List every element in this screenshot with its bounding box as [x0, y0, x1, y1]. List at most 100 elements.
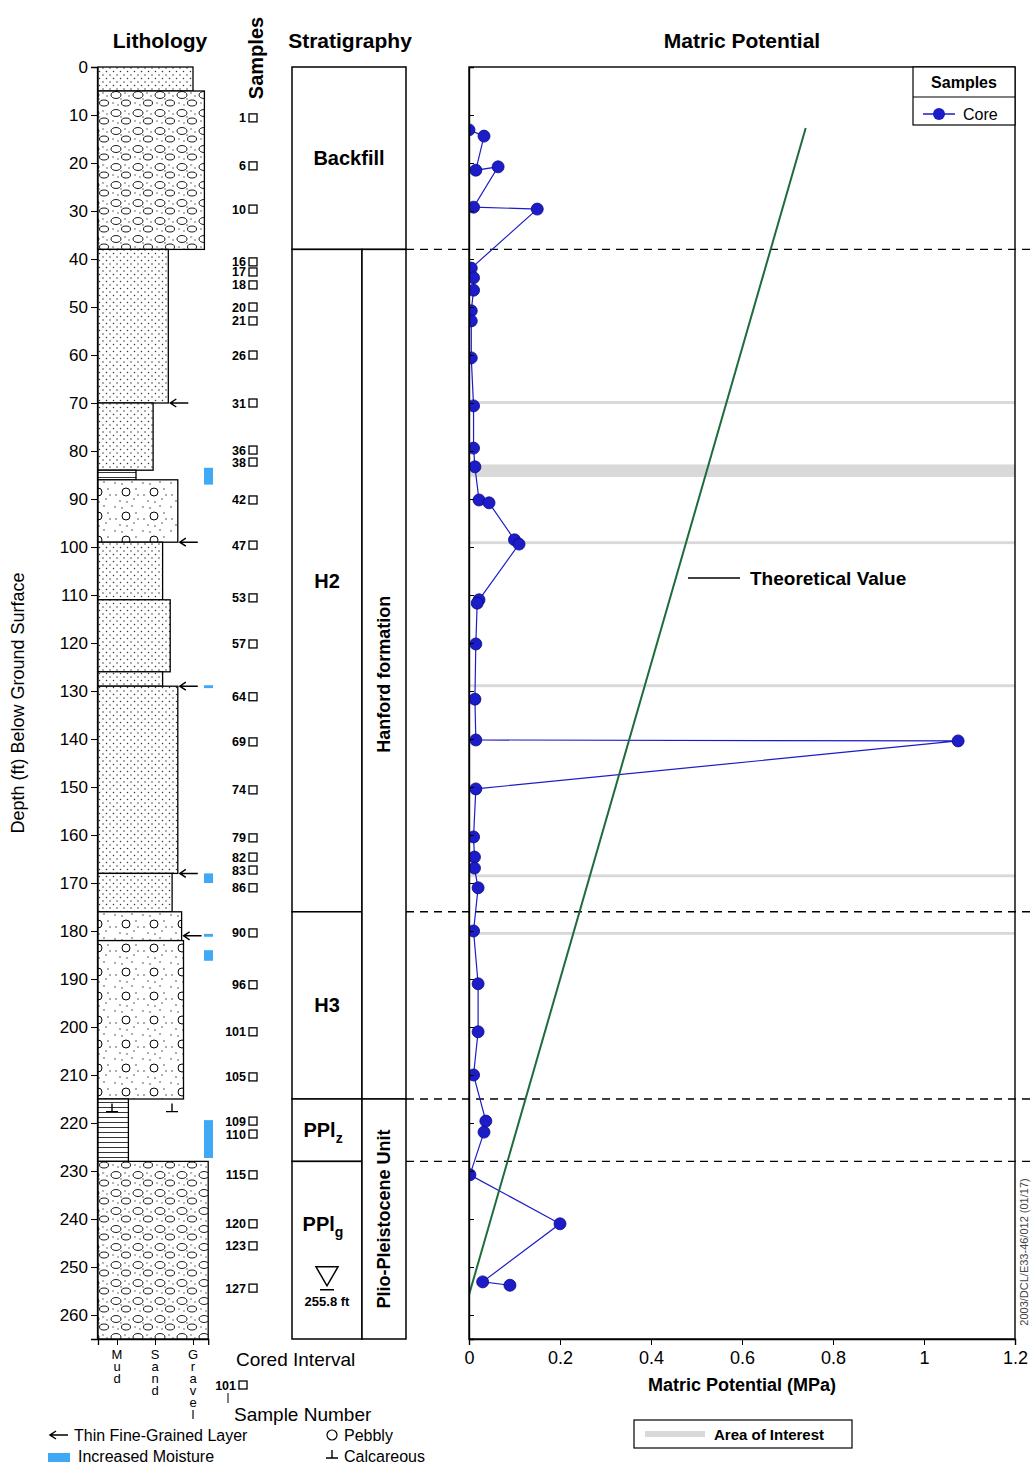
sample-number: 74: [232, 783, 246, 797]
cored-interval: [249, 1220, 257, 1228]
sample-number: 96: [232, 978, 246, 992]
tick: 160: [60, 826, 97, 845]
key-label: Thin Fine-Grained Layer: [74, 1427, 248, 1444]
data-point: [483, 497, 495, 509]
key-moisture: [48, 1453, 70, 1462]
key-tick: [228, 1393, 229, 1403]
lithology-interval: [98, 686, 178, 873]
tick: [469, 547, 474, 548]
sample-number: 123: [225, 1239, 246, 1253]
tick-label: 200: [60, 1018, 88, 1037]
tick-mark: [91, 451, 97, 452]
tick: [469, 211, 474, 212]
strat-unit: [292, 1099, 362, 1161]
tick: 0.8: [821, 1339, 846, 1368]
tick-mark: [469, 499, 474, 500]
tick-label: 190: [60, 970, 88, 989]
samples-column: 1610161718202126313638424753576469747982…: [225, 111, 257, 1295]
cored-interval: [249, 786, 257, 794]
thin-layer-arrow: [180, 538, 198, 546]
data-point: [504, 1279, 516, 1291]
tick-mark: [91, 595, 97, 596]
tick: [469, 787, 474, 788]
tick: [469, 883, 474, 884]
unit-boundary: [406, 249, 1030, 250]
tick: [469, 67, 474, 68]
data-point: [469, 851, 480, 863]
tick-mark: [469, 1075, 474, 1076]
tick-mark: [469, 835, 474, 836]
tick-label: 130: [60, 682, 88, 701]
cored-interval: [249, 162, 257, 170]
strat-label-subscript: g: [335, 1224, 344, 1240]
tick-label: 0: [79, 58, 88, 77]
moisture-bar: [204, 685, 213, 688]
tick-mark: [117, 1339, 118, 1345]
data-point: [469, 461, 481, 473]
key-square: [239, 1381, 247, 1389]
lithology-interval: [98, 480, 178, 542]
column-header: Lithology: [113, 29, 208, 52]
tick-label: 40: [69, 250, 88, 269]
tick: 0: [79, 58, 97, 77]
data-point: [470, 638, 482, 650]
legend-marker: [933, 108, 945, 120]
tick-mark: [91, 163, 97, 164]
water-table-label: 255.8 ft: [305, 1294, 350, 1309]
strat-label: Backfill: [313, 147, 384, 169]
sample-number: 57: [232, 637, 246, 651]
data-point: [469, 284, 480, 296]
axis-line: [470, 1340, 1016, 1346]
tick-mark: [91, 787, 97, 788]
data-point: [480, 1115, 492, 1127]
axis-line: [91, 68, 98, 1340]
sample-number: 18: [232, 278, 246, 292]
strat-group: [362, 249, 406, 1099]
cored-interval: [249, 853, 257, 861]
tick-label: 20: [69, 154, 88, 173]
sample-number: 105: [225, 1070, 246, 1084]
sample-number: 1: [239, 111, 246, 125]
grain-label: Sand: [151, 1347, 160, 1398]
lithology-interval: [98, 672, 163, 686]
sample-number: 47: [232, 539, 246, 553]
cored-interval: [249, 640, 257, 648]
lithology-interval: [98, 542, 163, 600]
column-header: Matric Potential: [664, 29, 820, 52]
tick: 250: [60, 1258, 97, 1277]
data-point: [513, 538, 525, 550]
strat-unit: [292, 67, 406, 249]
tick-label: 10: [69, 106, 88, 125]
cored-interval: [249, 541, 257, 549]
sample-number: 6: [239, 159, 246, 173]
sample-number: 53: [232, 591, 246, 605]
tick: 0.2: [548, 1339, 573, 1368]
strat-label-subscript: z: [336, 1130, 343, 1146]
axis-title: Matric Potential (MPa): [648, 1375, 836, 1395]
calcareous-symbol: [166, 1104, 178, 1112]
tick-label: 0.8: [821, 1348, 846, 1368]
area-of-interest: [469, 874, 1015, 877]
tick-mark: [91, 115, 97, 116]
column-header: Samples: [245, 17, 267, 99]
tick: [469, 739, 474, 740]
tick-mark: [91, 1171, 97, 1172]
tick-mark: [1015, 1339, 1016, 1345]
plot-area: [469, 124, 1015, 1295]
grain-axis: [99, 1339, 209, 1345]
annotation: Theoretical Value: [750, 568, 906, 589]
tick-label: 60: [69, 346, 88, 365]
tick: 1: [919, 1339, 929, 1368]
tick-mark: [91, 1027, 97, 1028]
unit-boundary: [406, 1098, 1030, 1099]
tick-mark: [91, 403, 97, 404]
tick: [469, 451, 474, 452]
tick-mark: [742, 1339, 743, 1345]
tick-mark: [924, 1339, 925, 1345]
tick-mark: [469, 403, 474, 404]
tick-mark: [651, 1339, 652, 1345]
tick: 240: [60, 1210, 97, 1229]
tick-mark: [469, 451, 474, 452]
lithology-interval: [98, 67, 193, 91]
tick: 190: [60, 970, 97, 989]
